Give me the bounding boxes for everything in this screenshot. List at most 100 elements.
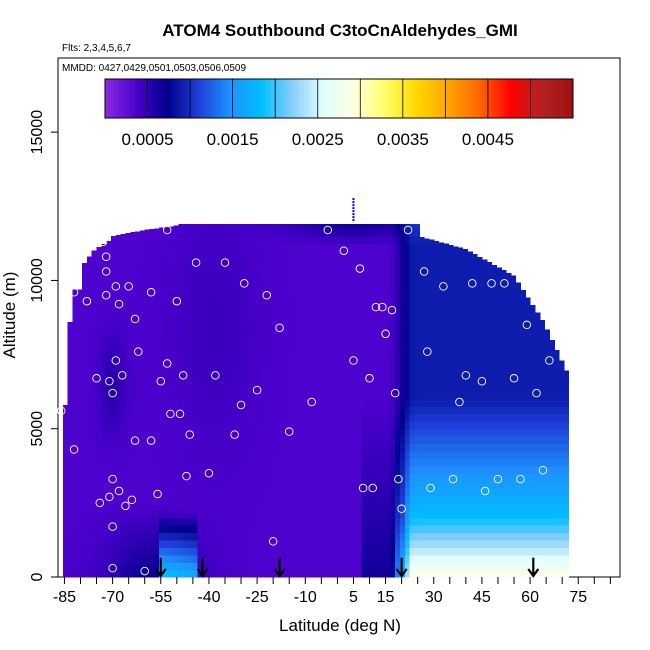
heat-cell [318, 562, 324, 571]
heat-cell [231, 332, 237, 341]
heat-cell [265, 280, 271, 289]
heat-cell [313, 458, 319, 467]
heat-cell [404, 532, 411, 541]
heat-cell [385, 324, 391, 333]
heat-cell [404, 554, 411, 563]
heat-cell [106, 465, 112, 474]
heat-cell [520, 428, 526, 437]
heat-cell [424, 502, 430, 511]
heat-cell [390, 569, 396, 578]
heat-cell [342, 480, 348, 489]
heat-cell [197, 532, 204, 541]
heat-cell [380, 273, 387, 282]
heat-cell [202, 324, 208, 333]
heat-cell [154, 250, 160, 259]
heat-cell [250, 547, 257, 556]
heat-cell [453, 361, 459, 370]
heat-cell [462, 280, 469, 289]
heat-cell [472, 384, 478, 393]
heat-cell [202, 354, 208, 363]
heat-cell [77, 302, 83, 311]
heat-cell [308, 310, 314, 319]
heat-cell [294, 480, 300, 489]
colorbar-cell [286, 79, 290, 118]
heat-cell [245, 258, 252, 267]
heat-cell [395, 443, 401, 452]
heat-cell [231, 532, 237, 541]
heat-cell [467, 510, 473, 519]
heat-cell [72, 517, 78, 526]
heat-cell [501, 413, 507, 422]
heat-cell [549, 413, 555, 422]
heat-cell [361, 347, 367, 356]
heat-cell [144, 332, 151, 341]
heat-cell [298, 273, 305, 282]
heat-cell [236, 369, 242, 378]
heat-cell [390, 224, 396, 230]
heat-cell [279, 510, 286, 519]
colorbar-cell [292, 79, 296, 118]
heat-cell [168, 324, 175, 333]
heat-cell [216, 421, 223, 430]
heat-cell [308, 391, 314, 400]
heat-cell [385, 224, 391, 230]
heat-cell [419, 317, 425, 326]
heat-cell [303, 488, 310, 497]
heat-cell [303, 525, 310, 534]
heat-cell [313, 324, 319, 333]
heat-cell [443, 443, 449, 452]
heat-cell [149, 250, 155, 259]
heat-cell [115, 250, 122, 259]
heat-cell [67, 354, 74, 363]
heat-cell [414, 450, 420, 459]
heat-cell [125, 243, 131, 252]
heat-cell [183, 421, 189, 430]
heat-cell [400, 458, 406, 467]
heat-cell [544, 413, 550, 422]
heat-cell [212, 406, 218, 415]
heat-cell [265, 532, 271, 541]
heat-cell [477, 317, 483, 326]
heat-cell [472, 458, 478, 467]
heat-cell [82, 354, 88, 363]
heat-cell [443, 488, 449, 497]
heat-cell [67, 436, 74, 445]
heat-cell [120, 532, 127, 541]
heat-cell [241, 495, 247, 504]
heat-cell [549, 517, 555, 526]
colorbar: 0.0005 0.0015 0.0025 0.0035 0.0045 [104, 78, 574, 149]
heat-cell [371, 317, 377, 326]
heat-cell [255, 391, 261, 400]
heat-cell [332, 532, 338, 541]
heat-cell [424, 361, 430, 370]
heat-cell [96, 458, 102, 467]
heat-cell [294, 517, 300, 526]
heat-cell [481, 562, 488, 571]
heat-cell [231, 361, 237, 370]
heat-cell [501, 273, 507, 282]
heat-cell [481, 399, 488, 408]
heat-cell [294, 287, 300, 296]
heat-cell [149, 265, 155, 274]
heat-cell [202, 428, 208, 437]
heat-cell [144, 399, 151, 408]
heat-cell [380, 243, 387, 252]
heat-cell [294, 562, 300, 571]
heat-cell [453, 502, 459, 511]
heat-cell [424, 287, 430, 296]
colorbar-cell [444, 79, 448, 118]
heat-cell [496, 488, 502, 497]
heat-cell [318, 465, 324, 474]
heat-cell [298, 428, 305, 437]
sample-point [368, 483, 377, 493]
heat-cell [226, 317, 233, 326]
heat-cell [453, 317, 459, 326]
heat-cell [115, 428, 122, 437]
heat-cell [274, 488, 281, 497]
heat-cell [139, 450, 146, 459]
heat-cell [433, 302, 440, 311]
heat-cell [539, 465, 546, 474]
heat-cell [106, 569, 112, 578]
heat-cell [284, 436, 290, 445]
heat-cell [130, 243, 136, 252]
